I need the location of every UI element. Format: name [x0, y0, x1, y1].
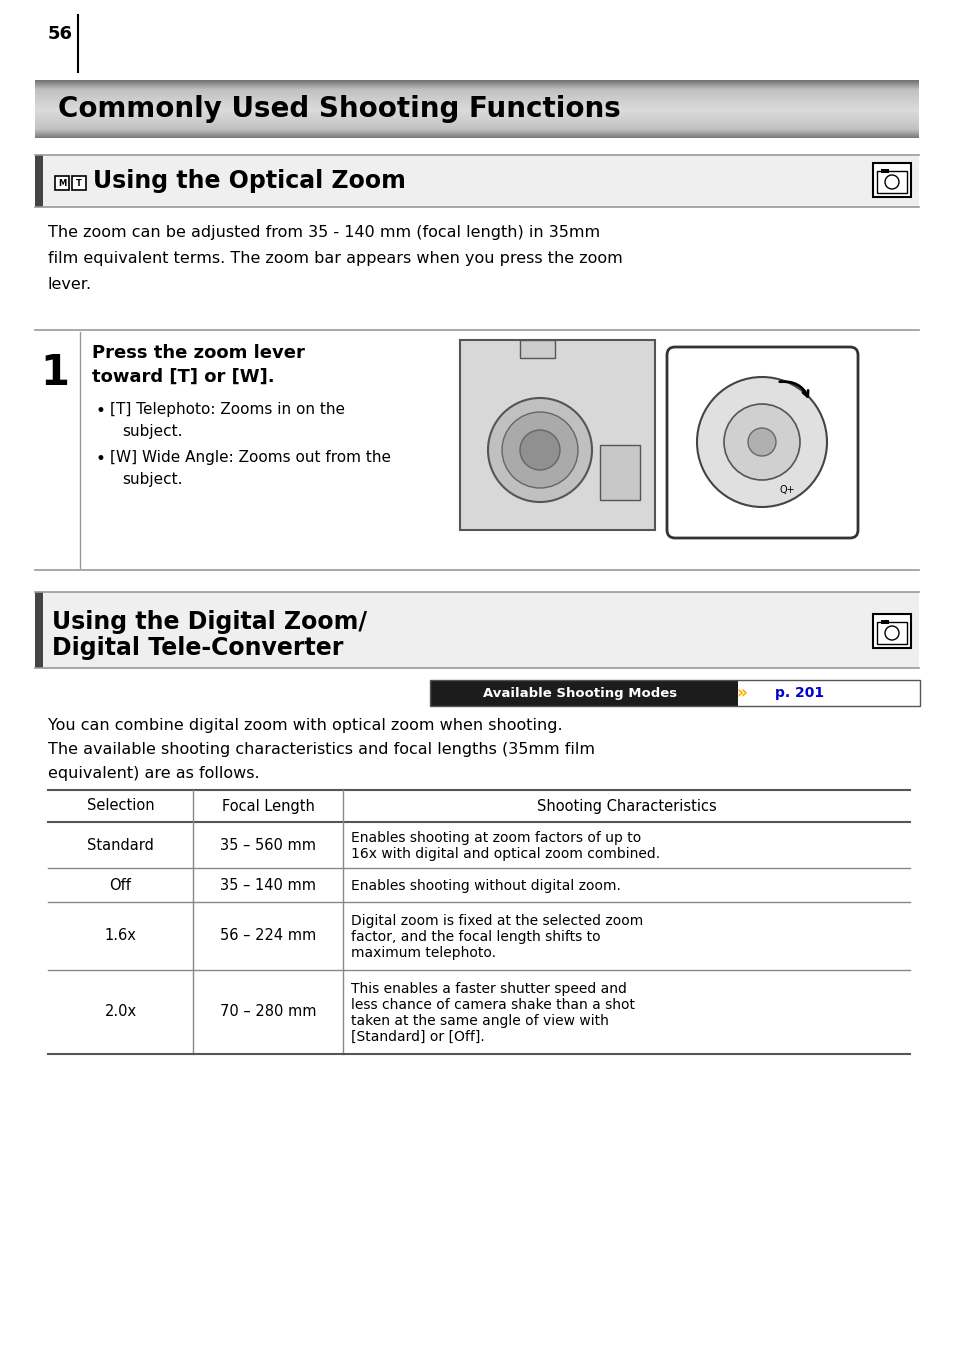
- Text: Q+: Q+: [779, 486, 794, 495]
- Text: Using the Digital Zoom/: Using the Digital Zoom/: [52, 611, 367, 633]
- Text: toward [T] or [W].: toward [T] or [W].: [91, 369, 274, 386]
- Text: taken at the same angle of view with: taken at the same angle of view with: [351, 1014, 608, 1028]
- Text: 1: 1: [40, 352, 70, 394]
- Circle shape: [747, 428, 775, 456]
- Text: [W] Wide Angle: Zooms out from the: [W] Wide Angle: Zooms out from the: [110, 451, 391, 465]
- Text: [T] Telephoto: Zooms in on the: [T] Telephoto: Zooms in on the: [110, 402, 345, 417]
- Bar: [35, 155, 43, 207]
- Text: •: •: [96, 402, 106, 420]
- Text: Standard: Standard: [87, 838, 153, 853]
- Circle shape: [884, 625, 898, 640]
- Text: 16x with digital and optical zoom combined.: 16x with digital and optical zoom combin…: [351, 847, 659, 861]
- Bar: [876, 171, 906, 192]
- Text: 2.0x: 2.0x: [104, 1005, 136, 1020]
- Text: The available shooting characteristics and focal lengths (35mm film: The available shooting characteristics a…: [48, 742, 595, 757]
- Text: 56 – 224 mm: 56 – 224 mm: [219, 928, 315, 943]
- Text: less chance of camera shake than a shot: less chance of camera shake than a shot: [351, 998, 635, 1011]
- Text: T: T: [76, 179, 82, 187]
- Bar: [430, 681, 919, 706]
- Circle shape: [519, 430, 559, 469]
- FancyBboxPatch shape: [666, 347, 857, 538]
- Text: Shooting Characteristics: Shooting Characteristics: [536, 799, 716, 814]
- Bar: [876, 621, 906, 644]
- Bar: [872, 163, 910, 196]
- Text: Commonly Used Shooting Functions: Commonly Used Shooting Functions: [58, 95, 620, 122]
- Text: 70 – 280 mm: 70 – 280 mm: [219, 1005, 315, 1020]
- Text: Focal Length: Focal Length: [221, 799, 314, 814]
- Circle shape: [723, 404, 800, 480]
- Text: lever.: lever.: [48, 277, 92, 292]
- Text: 1.6x: 1.6x: [105, 928, 136, 943]
- Text: subject.: subject.: [122, 472, 182, 487]
- Bar: [430, 681, 919, 706]
- Circle shape: [697, 377, 826, 507]
- Bar: [880, 620, 888, 624]
- Text: You can combine digital zoom with optical zoom when shooting.: You can combine digital zoom with optica…: [48, 718, 562, 733]
- Circle shape: [501, 412, 578, 488]
- Text: Enables shooting at zoom factors of up to: Enables shooting at zoom factors of up t…: [351, 831, 640, 845]
- Bar: [599, 445, 639, 500]
- Bar: [35, 592, 43, 668]
- Text: maximum telephoto.: maximum telephoto.: [351, 946, 496, 960]
- Circle shape: [884, 175, 898, 190]
- Text: The zoom can be adjusted from 35 - 140 mm (focal length) in 35mm: The zoom can be adjusted from 35 - 140 m…: [48, 225, 599, 239]
- Text: Off: Off: [110, 877, 132, 893]
- Text: •: •: [96, 451, 106, 468]
- Text: This enables a faster shutter speed and: This enables a faster shutter speed and: [351, 982, 626, 997]
- Text: Enables shooting without digital zoom.: Enables shooting without digital zoom.: [351, 880, 620, 893]
- Bar: [880, 169, 888, 174]
- Bar: [55, 176, 69, 190]
- Bar: [35, 155, 918, 207]
- Text: [Standard] or [Off].: [Standard] or [Off].: [351, 1030, 484, 1044]
- Text: factor, and the focal length shifts to: factor, and the focal length shifts to: [351, 929, 600, 944]
- Text: equivalent) are as follows.: equivalent) are as follows.: [48, 767, 259, 781]
- Bar: [872, 615, 910, 648]
- Text: 56: 56: [48, 26, 73, 43]
- Bar: [35, 592, 918, 668]
- Text: Digital Tele-Converter: Digital Tele-Converter: [52, 636, 343, 660]
- Text: M: M: [58, 179, 66, 187]
- Bar: [519, 340, 555, 358]
- Text: »: »: [736, 685, 746, 702]
- Text: Available Shooting Modes: Available Shooting Modes: [482, 686, 677, 699]
- Text: Selection: Selection: [87, 799, 154, 814]
- Text: 35 – 140 mm: 35 – 140 mm: [220, 877, 315, 893]
- Text: Using the Optical Zoom: Using the Optical Zoom: [92, 169, 405, 192]
- Text: 35 – 560 mm: 35 – 560 mm: [220, 838, 315, 853]
- Text: film equivalent terms. The zoom bar appears when you press the zoom: film equivalent terms. The zoom bar appe…: [48, 252, 622, 266]
- Bar: [738, 681, 919, 706]
- Text: Press the zoom lever: Press the zoom lever: [91, 344, 305, 362]
- Text: subject.: subject.: [122, 424, 182, 438]
- Circle shape: [488, 398, 592, 502]
- Bar: [459, 340, 655, 530]
- Text: p. 201: p. 201: [775, 686, 823, 699]
- Text: Digital zoom is fixed at the selected zoom: Digital zoom is fixed at the selected zo…: [351, 915, 642, 928]
- Bar: [71, 176, 86, 190]
